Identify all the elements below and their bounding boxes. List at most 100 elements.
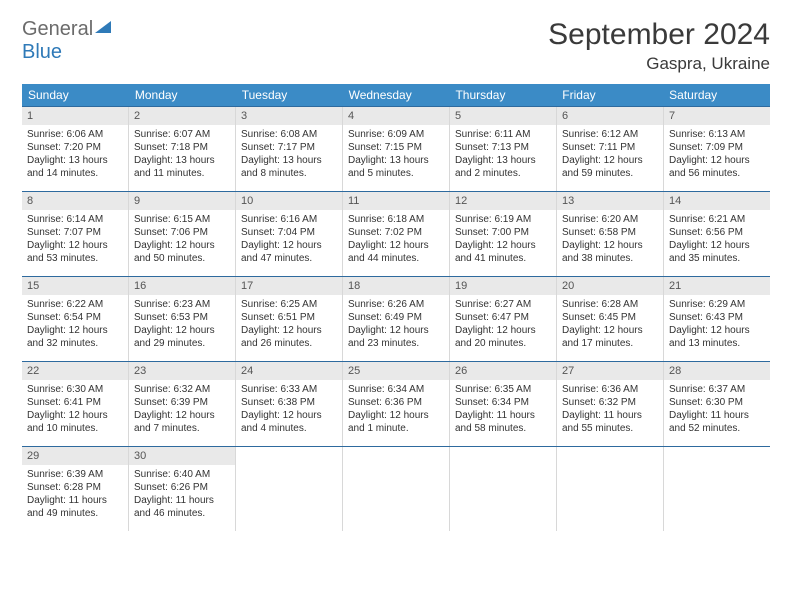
- daylight-line: Daylight: 11 hours: [669, 409, 765, 422]
- day-number: 17: [241, 279, 337, 293]
- day-number-bar: 4: [343, 107, 449, 125]
- day-number: 30: [134, 449, 230, 463]
- day-cell: [450, 447, 557, 531]
- daylight-line: Daylight: 12 hours: [134, 324, 230, 337]
- sunset-line: Sunset: 6:32 PM: [562, 396, 658, 409]
- sunset-line: Sunset: 6:47 PM: [455, 311, 551, 324]
- day-number: 15: [27, 279, 123, 293]
- sunset-line: Sunset: 6:38 PM: [241, 396, 337, 409]
- sunset-line: Sunset: 7:15 PM: [348, 141, 444, 154]
- day-number-bar: 6: [557, 107, 663, 125]
- daylight-line: Daylight: 12 hours: [27, 409, 123, 422]
- calendar-grid: SundayMondayTuesdayWednesdayThursdayFrid…: [22, 84, 770, 531]
- sunset-line: Sunset: 6:30 PM: [669, 396, 765, 409]
- daylight-line: Daylight: 12 hours: [134, 239, 230, 252]
- sunrise-line: Sunrise: 6:37 AM: [669, 383, 765, 396]
- daylight-line: and 13 minutes.: [669, 337, 765, 350]
- day-number-bar: 25: [343, 362, 449, 380]
- day-number-bar: 28: [664, 362, 770, 380]
- day-cell: 24 Sunrise: 6:33 AMSunset: 6:38 PMDayligh…: [236, 362, 343, 446]
- daylight-line: Daylight: 12 hours: [27, 239, 123, 252]
- title-block: September 2024 Gaspra, Ukraine: [548, 18, 770, 74]
- day-number: 24: [241, 364, 337, 378]
- daylight-line: and 1 minute.: [348, 422, 444, 435]
- day-number: 22: [27, 364, 123, 378]
- sunrise-line: Sunrise: 6:32 AM: [134, 383, 230, 396]
- day-number: 4: [348, 109, 444, 123]
- sunset-line: Sunset: 7:17 PM: [241, 141, 337, 154]
- daylight-line: Daylight: 12 hours: [562, 154, 658, 167]
- sunset-line: Sunset: 6:56 PM: [669, 226, 765, 239]
- day-number: 27: [562, 364, 658, 378]
- day-number: 3: [241, 109, 337, 123]
- sunset-line: Sunset: 6:41 PM: [27, 396, 123, 409]
- day-number: 28: [669, 364, 765, 378]
- sunset-line: Sunset: 6:43 PM: [669, 311, 765, 324]
- daylight-line: and 55 minutes.: [562, 422, 658, 435]
- month-title: September 2024: [548, 18, 770, 52]
- sunrise-line: Sunrise: 6:27 AM: [455, 298, 551, 311]
- week-row: 22Sunrise: 6:30 AMSunset: 6:41 PMDayligh…: [22, 361, 770, 446]
- day-number-bar: 11: [343, 192, 449, 210]
- sunrise-line: Sunrise: 6:34 AM: [348, 383, 444, 396]
- day-number-bar: 1: [22, 107, 128, 125]
- daylight-line: and 10 minutes.: [27, 422, 123, 435]
- sunrise-line: Sunrise: 6:33 AM: [241, 383, 337, 396]
- daylight-line: and 47 minutes.: [241, 252, 337, 265]
- day-number-bar: 14: [664, 192, 770, 210]
- day-number-bar: 7: [664, 107, 770, 125]
- day-number-bar: 15: [22, 277, 128, 295]
- day-number: 7: [669, 109, 765, 123]
- week-row: 29Sunrise: 6:39 AMSunset: 6:28 PMDayligh…: [22, 446, 770, 531]
- weeks-container: 1Sunrise: 6:06 AMSunset: 7:20 PMDaylight…: [22, 106, 770, 531]
- sunrise-line: Sunrise: 6:21 AM: [669, 213, 765, 226]
- daylight-line: and 5 minutes.: [348, 167, 444, 180]
- day-cell: 26Sunrise: 6:35 AMSunset: 6:34 PMDayligh…: [450, 362, 557, 446]
- daylight-line: Daylight: 12 hours: [562, 239, 658, 252]
- day-cell: 25Sunrise: 6:34 AMSunset: 6:36 PMDayligh…: [343, 362, 450, 446]
- day-number-bar: 22: [22, 362, 128, 380]
- day-number-bar: 16: [129, 277, 235, 295]
- dow-cell: Friday: [556, 84, 663, 106]
- daylight-line: Daylight: 11 hours: [134, 494, 230, 507]
- sunset-line: Sunset: 7:00 PM: [455, 226, 551, 239]
- sunset-line: Sunset: 6:45 PM: [562, 311, 658, 324]
- day-cell: 3Sunrise: 6:08 AMSunset: 7:17 PMDaylight…: [236, 107, 343, 191]
- day-cell: 13Sunrise: 6:20 AMSunset: 6:58 PMDayligh…: [557, 192, 664, 276]
- daylight-line: and 26 minutes.: [241, 337, 337, 350]
- daylight-line: and 35 minutes.: [669, 252, 765, 265]
- day-number: 13: [562, 194, 658, 208]
- day-number: 14: [669, 194, 765, 208]
- day-cell: 14Sunrise: 6:21 AMSunset: 6:56 PMDayligh…: [664, 192, 770, 276]
- day-cell: 4Sunrise: 6:09 AMSunset: 7:15 PMDaylight…: [343, 107, 450, 191]
- sunset-line: Sunset: 7:13 PM: [455, 141, 551, 154]
- daylight-line: Daylight: 13 hours: [455, 154, 551, 167]
- sunrise-line: Sunrise: 6:29 AM: [669, 298, 765, 311]
- day-number: 23: [134, 364, 230, 378]
- daylight-line: and 56 minutes.: [669, 167, 765, 180]
- sunrise-line: Sunrise: 6:25 AM: [241, 298, 337, 311]
- day-number: 6: [562, 109, 658, 123]
- sunset-line: Sunset: 6:58 PM: [562, 226, 658, 239]
- sunset-line: Sunset: 7:06 PM: [134, 226, 230, 239]
- sunset-line: Sunset: 6:26 PM: [134, 481, 230, 494]
- sunrise-line: Sunrise: 6:26 AM: [348, 298, 444, 311]
- day-number-bar: 13: [557, 192, 663, 210]
- daylight-line: Daylight: 12 hours: [241, 409, 337, 422]
- sunrise-line: Sunrise: 6:14 AM: [27, 213, 123, 226]
- sunset-line: Sunset: 7:18 PM: [134, 141, 230, 154]
- day-number-bar: 29: [22, 447, 128, 465]
- dow-cell: Wednesday: [343, 84, 450, 106]
- day-number-bar: 10: [236, 192, 342, 210]
- daylight-line: Daylight: 11 hours: [455, 409, 551, 422]
- daylight-line: and 46 minutes.: [134, 507, 230, 520]
- day-number: 9: [134, 194, 230, 208]
- daylight-line: Daylight: 12 hours: [241, 324, 337, 337]
- daylight-line: and 59 minutes.: [562, 167, 658, 180]
- day-number-bar: 17: [236, 277, 342, 295]
- day-cell: 11Sunrise: 6:18 AMSunset: 7:02 PMDayligh…: [343, 192, 450, 276]
- daylight-line: and 23 minutes.: [348, 337, 444, 350]
- brand-part2: Blue: [22, 41, 62, 63]
- day-number-bar: 8: [22, 192, 128, 210]
- daylight-line: and 7 minutes.: [134, 422, 230, 435]
